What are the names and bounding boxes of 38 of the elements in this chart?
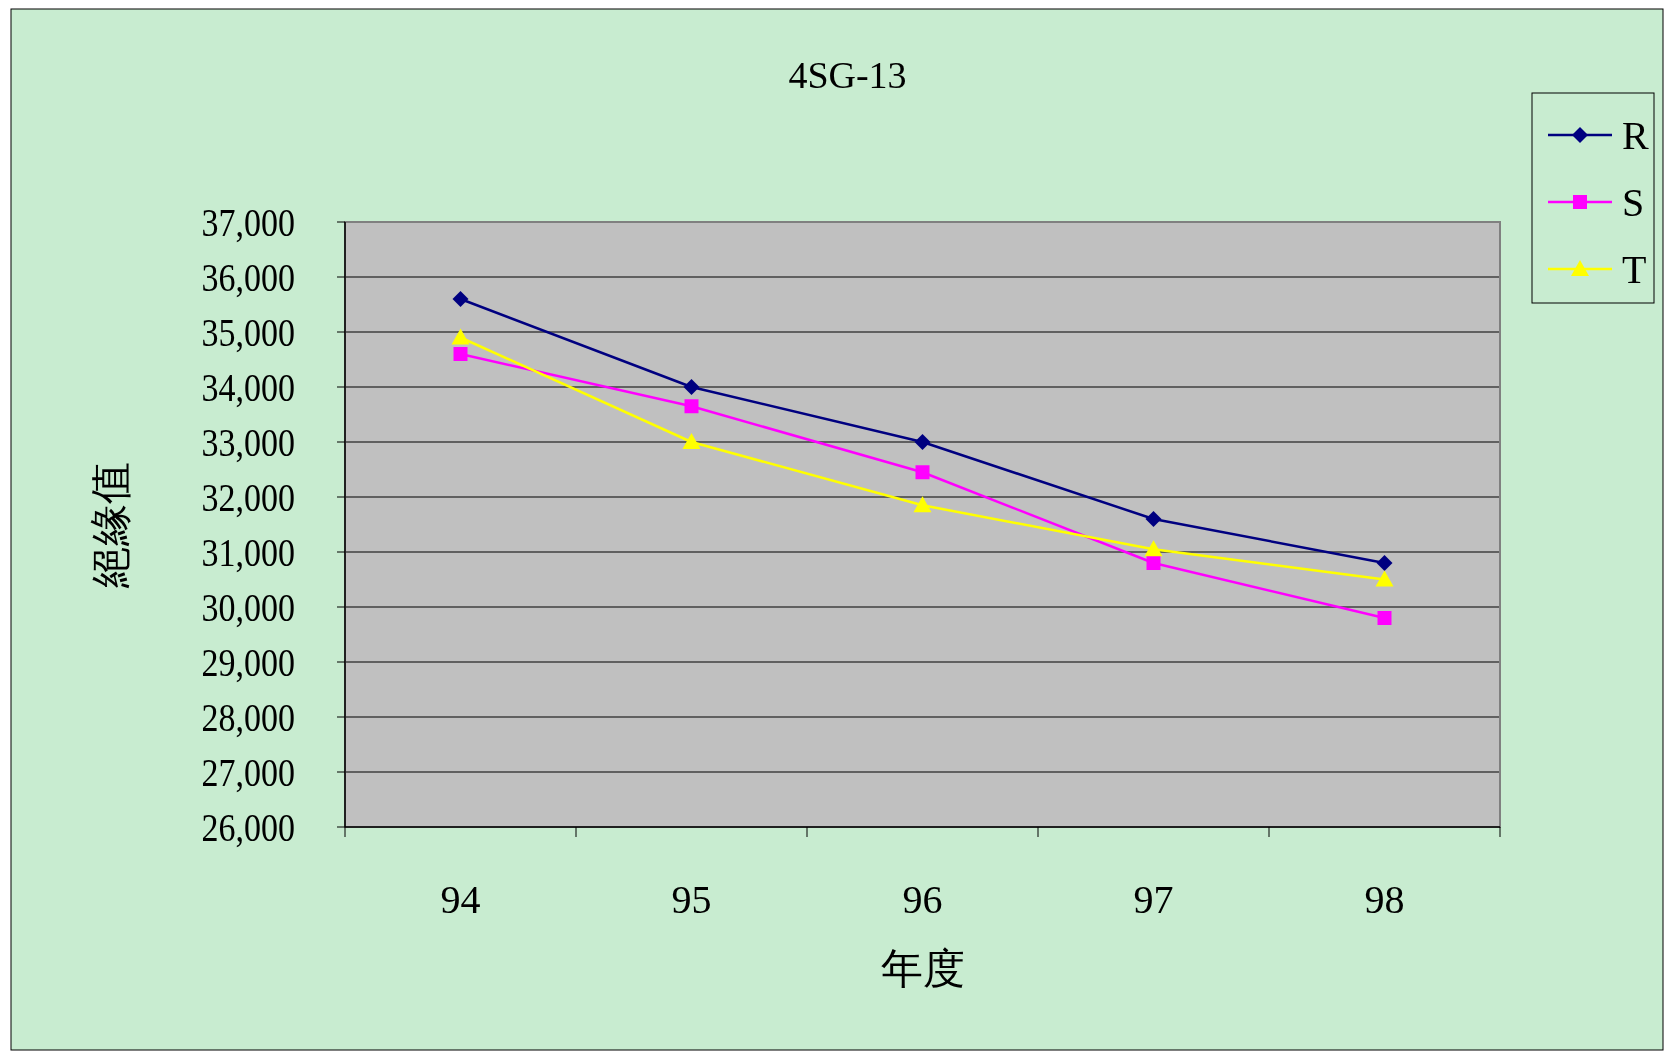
point <box>1145 511 1162 527</box>
y-axis-title: 絕緣值 <box>88 461 134 589</box>
y-tick-label: 27,000 <box>201 750 295 795</box>
chart-title: 4SG-13 <box>788 54 907 96</box>
legend-label: T <box>1622 247 1647 292</box>
y-tick-label: 33,000 <box>201 420 295 465</box>
point <box>1375 570 1394 587</box>
x-tick-label: 97 <box>1133 877 1174 922</box>
point <box>1376 555 1393 571</box>
legend-label: R <box>1622 113 1649 158</box>
y-tick-label: 37,000 <box>201 200 295 245</box>
point <box>914 434 931 450</box>
point <box>683 379 700 395</box>
x-tick-label: 96 <box>902 877 943 922</box>
y-tick-label: 30,000 <box>201 585 295 630</box>
point <box>913 496 932 513</box>
y-tick-label: 36,000 <box>201 255 295 300</box>
x-tick-label: 95 <box>671 877 712 922</box>
point <box>451 328 470 345</box>
point <box>684 399 699 414</box>
y-tick-label: 28,000 <box>201 695 295 740</box>
y-tick-label: 34,000 <box>201 365 295 410</box>
point <box>453 347 468 361</box>
x-tick-label: 98 <box>1364 877 1405 922</box>
y-tick-label: 31,000 <box>201 530 295 575</box>
point <box>1377 611 1392 625</box>
point <box>915 465 930 480</box>
point <box>452 291 469 307</box>
point <box>1146 556 1161 570</box>
y-tick-label: 35,000 <box>201 310 295 355</box>
x-tick-label: 94 <box>440 877 481 922</box>
y-tick-label: 26,000 <box>201 805 295 850</box>
y-tick-label: 29,000 <box>201 640 295 685</box>
x-axis-title: 年度 <box>880 946 965 992</box>
legend-label: S <box>1622 180 1645 225</box>
y-tick-label: 32,000 <box>201 475 295 520</box>
point <box>682 433 701 449</box>
point <box>1144 540 1163 557</box>
